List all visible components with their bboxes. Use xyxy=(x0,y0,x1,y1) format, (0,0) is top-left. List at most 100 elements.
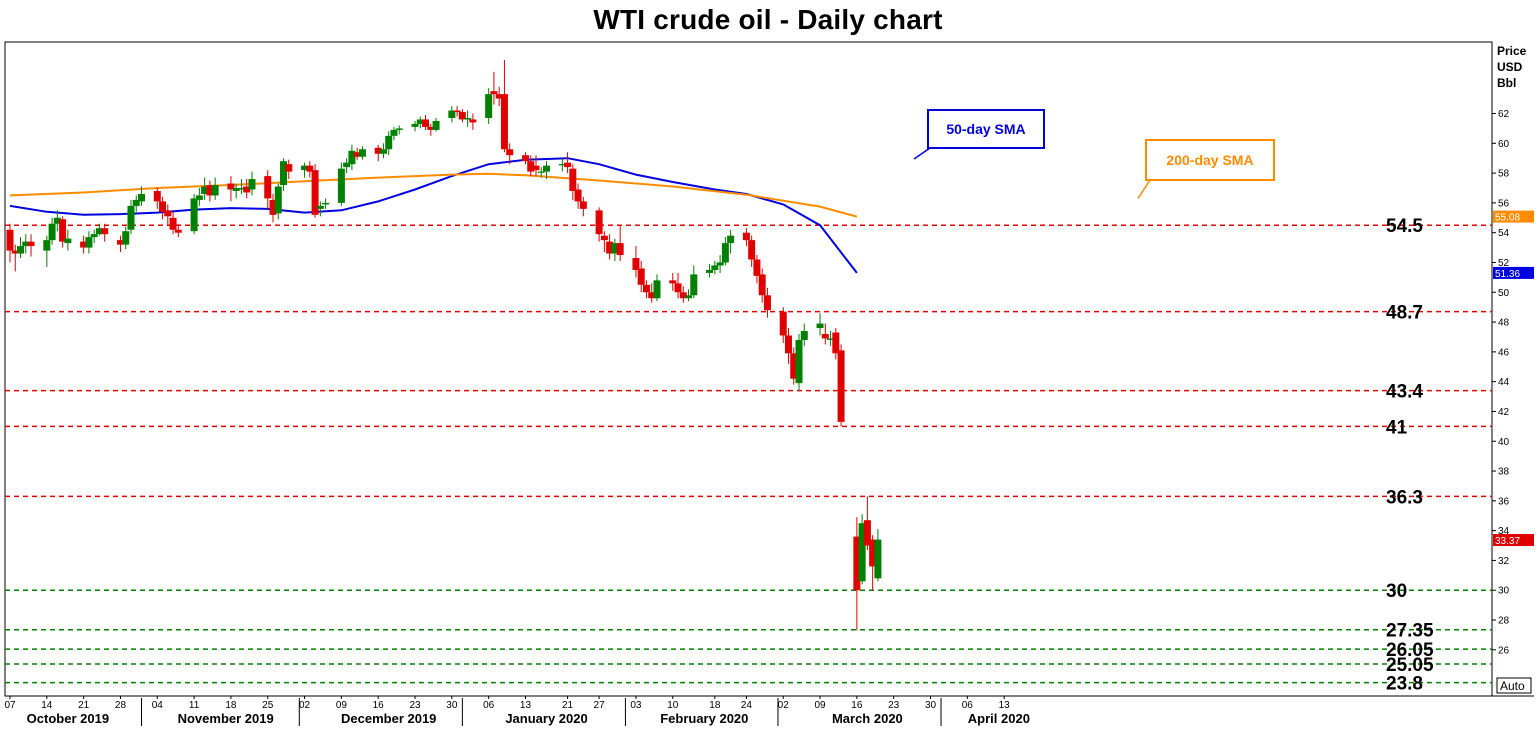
y-tick-label: 44 xyxy=(1498,377,1510,388)
candle-body xyxy=(874,539,882,579)
auto-scale-button[interactable] xyxy=(1496,677,1532,694)
candle-body xyxy=(164,210,172,217)
candle-body xyxy=(653,280,661,299)
candle-body xyxy=(379,149,387,154)
candle-body xyxy=(280,161,288,186)
candle xyxy=(869,535,877,591)
candle-body xyxy=(858,523,866,582)
candle xyxy=(395,125,403,135)
candle-body xyxy=(432,120,440,130)
candle xyxy=(543,161,551,180)
candle-body xyxy=(395,128,403,130)
candle-body xyxy=(606,241,614,254)
candle-body xyxy=(558,164,566,166)
sma-line-50 xyxy=(9,157,858,274)
sma50-value-tag-text: 51.36 xyxy=(1495,269,1520,280)
candle xyxy=(301,162,309,178)
candle xyxy=(564,152,572,174)
candle xyxy=(600,231,608,253)
candle xyxy=(527,155,535,177)
candle-body xyxy=(579,201,587,209)
candle xyxy=(637,260,645,293)
candle xyxy=(711,260,719,275)
x-tick-label: 10 xyxy=(667,700,679,711)
candle xyxy=(232,183,240,199)
month-label: March 2020 xyxy=(832,711,903,726)
candle-body xyxy=(485,94,493,118)
candle xyxy=(458,109,466,123)
candle xyxy=(48,217,56,245)
y-tick-label: 48 xyxy=(1498,318,1510,329)
candle xyxy=(753,255,761,284)
candle-body xyxy=(358,149,366,157)
candle xyxy=(127,199,135,235)
candle-body xyxy=(616,243,624,256)
y-tick-label: 38 xyxy=(1498,467,1510,478)
candle xyxy=(153,187,161,209)
x-tick-label: 25 xyxy=(262,700,274,711)
candle-body xyxy=(337,168,345,203)
candle xyxy=(490,71,498,105)
candle-body xyxy=(532,165,540,171)
candle-body xyxy=(648,292,656,299)
candle xyxy=(390,126,398,141)
candle-body xyxy=(385,135,393,150)
month-label: April 2020 xyxy=(968,711,1030,726)
candle xyxy=(274,183,282,220)
candle-body xyxy=(306,165,314,172)
candle xyxy=(532,155,540,177)
candle-body xyxy=(863,520,871,546)
candle xyxy=(374,144,382,162)
candle xyxy=(648,283,656,303)
candle-body xyxy=(59,219,67,242)
candle xyxy=(685,289,693,302)
x-tick-label: 13 xyxy=(999,700,1011,711)
candle-body xyxy=(127,205,135,230)
candle xyxy=(64,229,72,251)
y-tick-label: 40 xyxy=(1498,437,1510,448)
x-tick-label: 23 xyxy=(888,700,900,711)
candle xyxy=(190,193,198,235)
candle xyxy=(243,179,251,199)
candle xyxy=(574,183,582,209)
candle xyxy=(311,164,319,218)
candle-body xyxy=(569,168,577,191)
x-tick-label: 18 xyxy=(709,700,721,711)
level-label-41: 41 xyxy=(1386,417,1408,438)
x-tick-label: 24 xyxy=(741,700,753,711)
candle-body xyxy=(232,187,240,191)
candle-body xyxy=(43,240,51,251)
candle-body xyxy=(227,183,235,190)
candle-body xyxy=(80,241,88,248)
y-tick-label: 60 xyxy=(1498,139,1510,150)
candle xyxy=(763,287,771,318)
candle-body xyxy=(490,91,498,95)
candle xyxy=(27,234,35,257)
sma200-label: 200-day SMA xyxy=(1166,152,1253,168)
candle-body xyxy=(269,199,277,215)
candle-body xyxy=(800,331,808,340)
candle-body xyxy=(506,149,514,156)
candle xyxy=(306,161,314,178)
candle xyxy=(416,116,424,129)
candle-body xyxy=(322,202,330,205)
candle-body xyxy=(95,228,103,235)
candle-body xyxy=(48,223,56,241)
candle xyxy=(727,229,735,254)
candle-body xyxy=(669,280,677,284)
x-tick-label: 13 xyxy=(520,700,532,711)
candle xyxy=(80,235,88,254)
candle-body xyxy=(316,205,324,209)
candle xyxy=(721,237,729,266)
sma50-label-box xyxy=(927,109,1045,149)
candle-body xyxy=(784,335,792,354)
x-tick-label: 07 xyxy=(4,700,16,711)
candle xyxy=(748,235,756,267)
candle xyxy=(595,207,603,242)
candle xyxy=(800,323,808,346)
candle-body xyxy=(90,234,98,238)
candle xyxy=(17,237,25,259)
candle-body xyxy=(101,228,109,235)
y-tick-label: 58 xyxy=(1498,169,1510,180)
